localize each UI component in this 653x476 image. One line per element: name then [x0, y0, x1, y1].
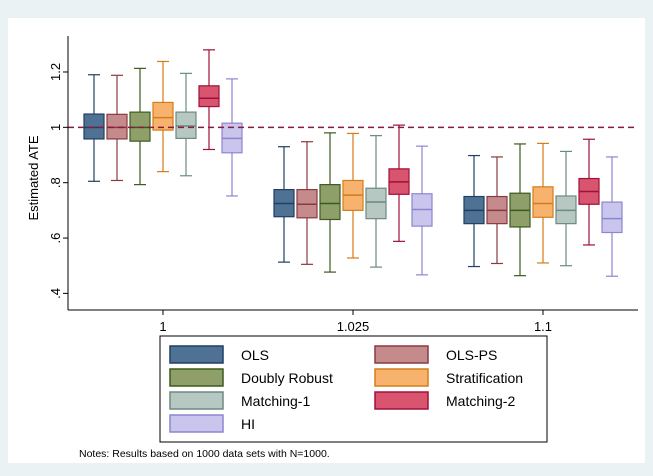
iqr-box [601, 201, 623, 234]
iqr-box [319, 184, 341, 221]
boxes-layer [83, 49, 623, 277]
box-matching-1 [555, 150, 577, 267]
box-hi [601, 156, 623, 277]
iqr-box [83, 113, 105, 140]
box-ols [463, 154, 485, 268]
legend-swatch [169, 414, 224, 433]
iqr-box [365, 187, 387, 220]
box-hi [221, 78, 243, 197]
box-matching-1 [365, 135, 387, 268]
legend-label: Matching-2 [446, 393, 515, 409]
x-tick-label: 1.1 [534, 319, 552, 334]
iqr-box [152, 101, 174, 131]
box-stratification [152, 60, 174, 173]
legend-label: OLS-PS [446, 347, 497, 363]
iqr-box [198, 85, 220, 108]
legend-swatch [374, 345, 429, 364]
y-tick-label: 1.2 [48, 63, 63, 81]
box-hi [411, 145, 433, 276]
legend-item: OLS-PS [374, 345, 497, 364]
legend-item: Matching-1 [169, 391, 310, 410]
legend-box [159, 335, 548, 443]
y-tick-label: 1 [48, 124, 63, 131]
box-matching-2 [388, 124, 410, 242]
legend-swatch [169, 345, 224, 364]
box-ols-ps [296, 141, 318, 265]
legend-label: Matching-1 [241, 393, 310, 409]
iqr-box [532, 186, 554, 218]
y-axis-title: Estimated ATE [26, 135, 41, 220]
x-axis-ticks: 1 1.025 1.1 [159, 310, 552, 334]
legend-item: Doubly Robust [169, 368, 333, 387]
box-doubly-robust [319, 132, 341, 273]
legend-item: HI [169, 414, 255, 433]
legend-label: OLS [241, 347, 269, 363]
box-stratification [342, 132, 364, 259]
legend-item: OLS [169, 345, 269, 364]
legend-label: Stratification [446, 370, 523, 386]
x-tick-label: 1 [159, 319, 166, 334]
legend-item: Stratification [374, 368, 523, 387]
legend-swatch [169, 368, 224, 387]
chart-note: Notes: Results based on 1000 data sets w… [79, 448, 330, 460]
legend-swatch [374, 391, 429, 410]
box-matching-1 [175, 72, 197, 177]
y-tick-label: .6 [48, 233, 63, 244]
box-doubly-robust [509, 143, 531, 277]
legend-label: Doubly Robust [241, 370, 333, 386]
box-ols [273, 146, 295, 263]
box-stratification [532, 142, 554, 264]
box-matching-2 [578, 138, 600, 246]
box-ols-ps [486, 156, 508, 265]
legend-item: Matching-2 [374, 391, 515, 410]
legend-swatch [374, 368, 429, 387]
legend-swatch [169, 391, 224, 410]
y-tick-label: .8 [48, 177, 63, 188]
y-axis-ticks: .4 .6 .8 1 1.2 [48, 63, 68, 299]
x-tick-label: 1.025 [337, 319, 370, 334]
y-tick-label: .4 [48, 288, 63, 299]
legend: OLS OLS-PS Doubly Robust Stratification Matc… [159, 335, 548, 443]
legend-label: HI [241, 416, 255, 432]
